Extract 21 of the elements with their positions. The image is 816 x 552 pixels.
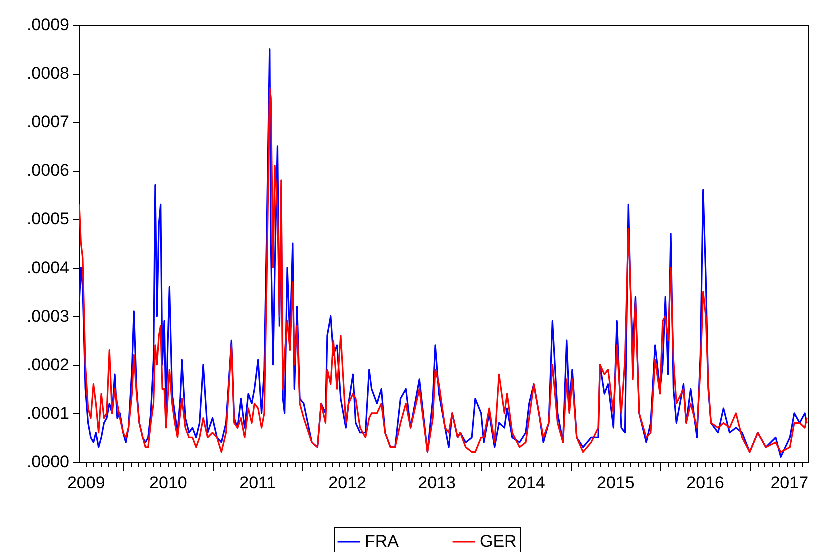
y-tick-label: .0003	[26, 306, 70, 326]
y-tick-label: .0005	[26, 210, 70, 229]
x-tick-label: 2011	[240, 474, 276, 492]
x-tick-label: 2013	[418, 474, 456, 492]
x-tick-label: 2009	[67, 474, 106, 492]
y-tick-label: .0007	[26, 112, 70, 132]
y-tick-label: .0006	[26, 161, 70, 180]
y-tick-label: .0001	[26, 404, 70, 423]
x-tick-label: 2015	[596, 474, 635, 492]
x-tick-label: 2012	[328, 474, 366, 492]
x-tick-label: 2014	[508, 474, 546, 492]
y-tick-label: .0009	[26, 16, 70, 34]
y-tick-label: .0004	[26, 258, 70, 278]
legend-label: FRA	[365, 532, 400, 551]
x-tick-label: 2016	[686, 474, 724, 492]
y-tick-label: .0002	[26, 355, 70, 374]
x-tick-label: 2017	[770, 474, 809, 492]
x-tick-label: 2010	[150, 474, 188, 492]
y-tick-label: .0000	[26, 452, 70, 472]
legend-label: GER	[480, 532, 517, 551]
y-tick-label: .0008	[26, 64, 70, 84]
